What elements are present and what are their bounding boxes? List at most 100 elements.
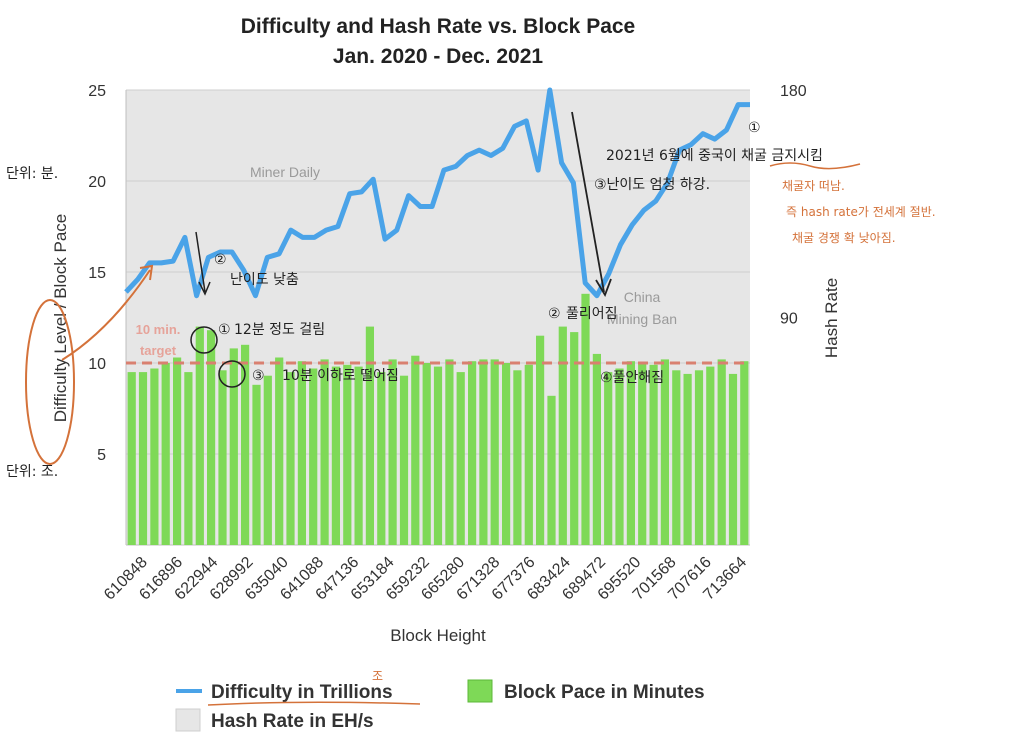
target-label-line1: 10 min. <box>136 322 181 337</box>
bar-14 <box>286 372 295 545</box>
miner-daily-label: Miner Daily <box>250 164 320 180</box>
bar-44 <box>626 361 635 545</box>
note-m2-num: ② <box>548 306 561 322</box>
y-tick-left-20: 20 <box>88 174 106 191</box>
bar-34 <box>513 370 522 545</box>
note-n1-num: ① <box>218 322 231 338</box>
bar-15 <box>297 361 306 545</box>
note-circle-bar <box>190 326 218 354</box>
bar-12 <box>263 375 272 545</box>
bar-3 <box>161 363 170 545</box>
note-orange-2: 즉 hash rate가 전세계 절반. <box>786 205 936 219</box>
note-m3-text: ③난이도 엄청 하강. <box>594 177 710 193</box>
bar-52 <box>717 359 726 545</box>
note-unit-minute: 단위: 분. <box>6 166 58 182</box>
bar-32 <box>490 359 499 545</box>
bar-30 <box>468 361 477 545</box>
legend-hash-rate-label: Hash Rate in EH/s <box>211 711 374 732</box>
note-legend-underline <box>207 701 421 706</box>
mining-ban-label: Mining Ban <box>607 311 677 327</box>
note-orange-3: 채굴 경쟁 확 낮아짐. <box>792 231 896 245</box>
bar-16 <box>309 368 318 545</box>
legend-block-pace-swatch <box>467 679 493 703</box>
bar-54 <box>740 361 749 545</box>
bar-51 <box>706 366 715 545</box>
y-tick-right-90: 90 <box>780 311 798 328</box>
note-m1-text: 2021년 6월에 중국이 채굴 금지시킴 <box>606 148 823 164</box>
legend-hash-rate-swatch <box>175 708 201 732</box>
bar-33 <box>502 363 511 545</box>
note-n3-text: 10분 이하로 떨어짐 <box>282 368 399 384</box>
bar-2 <box>150 368 159 545</box>
note-arrow-down-2 <box>571 111 612 298</box>
bar-49 <box>683 373 692 545</box>
chart-title: Difficulty and Hash Rate vs. Block Pace <box>241 15 635 38</box>
bar-48 <box>672 370 681 545</box>
target-label-line2: target <box>140 343 177 358</box>
bar-50 <box>694 370 704 545</box>
bar-8 <box>218 370 227 545</box>
note-n1-text: 12분 정도 걸림 <box>234 322 325 338</box>
bar-4 <box>173 357 182 545</box>
bar-24 <box>399 375 409 545</box>
note-circle-bar-2 <box>218 360 246 388</box>
bar-1 <box>138 372 148 545</box>
bar-53 <box>728 373 738 545</box>
bar-19 <box>343 364 352 545</box>
y-axis-right-label: Hash Rate <box>822 278 841 358</box>
block-pace-bars <box>127 293 749 545</box>
y-tick-left-25: 25 <box>88 83 106 100</box>
note-n2-text: 난이도 낮춤 <box>230 272 299 288</box>
bar-28 <box>445 359 454 545</box>
bar-6 <box>195 326 204 545</box>
note-m1-underline <box>769 162 861 170</box>
bar-45 <box>638 363 647 545</box>
bar-22 <box>377 372 386 545</box>
difficulty-line-group <box>124 87 750 299</box>
note-arrow-down-1 <box>195 231 211 296</box>
y-tick-left-5: 5 <box>97 447 106 464</box>
note-m1-num: ① <box>748 120 761 136</box>
bar-5 <box>184 372 193 545</box>
bar-39 <box>570 332 579 545</box>
note-m2-text: 풀리어짐 <box>566 306 618 322</box>
note-circle-left-axis <box>25 299 75 465</box>
note-orange-1: 채굴자 떠남. <box>782 179 845 193</box>
bar-23 <box>388 359 397 545</box>
bar-41 <box>592 353 601 545</box>
legend-block-pace-label: Block Pace in Minutes <box>504 682 705 703</box>
bar-35 <box>524 364 533 545</box>
bar-26 <box>422 363 431 545</box>
bar-13 <box>275 357 284 545</box>
bar-10 <box>241 344 250 545</box>
bar-18 <box>331 366 340 545</box>
bar-37 <box>547 395 556 545</box>
chart-subtitle: Jan. 2020 - Dec. 2021 <box>333 45 543 68</box>
bar-42 <box>604 372 613 545</box>
note-m4-text: ④풀안해짐 <box>600 370 664 386</box>
difficulty-line <box>124 87 750 299</box>
bar-20 <box>354 366 363 545</box>
x-axis-label: Block Height <box>390 626 486 645</box>
bar-21 <box>365 326 374 545</box>
bar-27 <box>433 366 443 545</box>
bar-38 <box>558 326 567 545</box>
bar-46 <box>649 364 658 545</box>
bar-36 <box>536 335 545 545</box>
y-tick-right-180: 180 <box>780 83 807 100</box>
y-axis-left-label: Difficulty Level / Block Pace <box>51 214 70 423</box>
bar-25 <box>411 355 420 545</box>
legend-difficulty-label: Difficulty in Trillions <box>211 682 393 703</box>
bar-43 <box>615 368 624 545</box>
handwritten-annotations: 단위: 분. 단위: 조. ① 12분 정도 걸림 ② 난이도 낮춤 ③ 10분… <box>6 111 936 706</box>
bar-29 <box>456 372 465 545</box>
bar-11 <box>252 384 261 545</box>
note-trillion-mark: 조 <box>372 669 383 683</box>
bar-0 <box>127 372 136 545</box>
bar-7 <box>207 330 216 545</box>
y-tick-left-15: 15 <box>88 265 106 282</box>
note-orange-arrow <box>61 264 154 361</box>
note-n2-num: ② <box>214 252 227 268</box>
note-n3-num: ③ <box>252 368 265 384</box>
